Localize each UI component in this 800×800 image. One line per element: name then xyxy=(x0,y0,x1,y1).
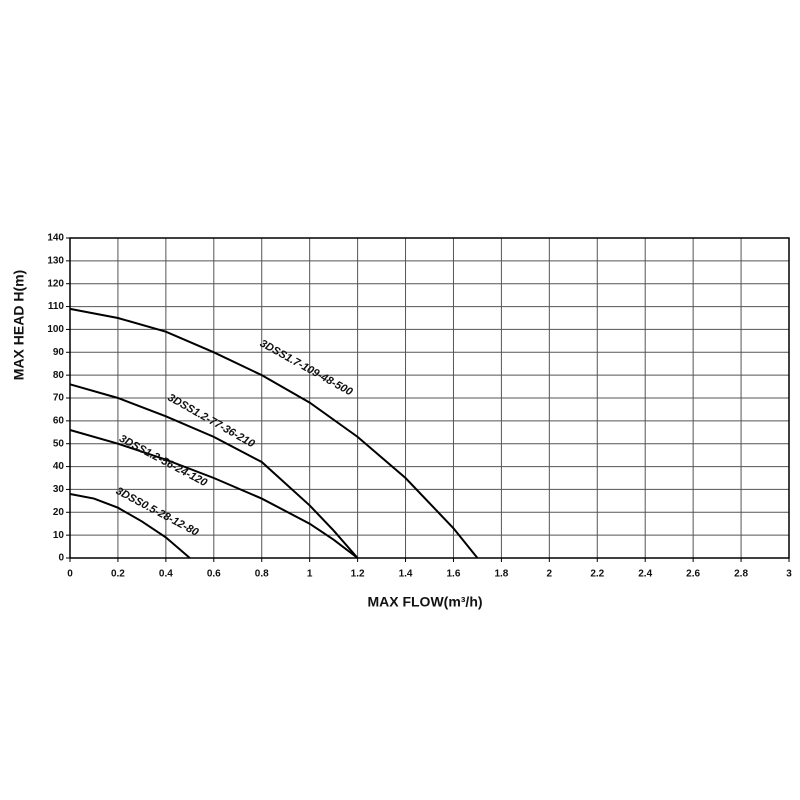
x-tick-label: 3 xyxy=(786,569,792,580)
y-tick-label: 20 xyxy=(53,507,65,518)
x-tick-label: 0.2 xyxy=(111,569,125,580)
x-tick-label: 2.8 xyxy=(734,569,748,580)
plot-frame xyxy=(69,237,790,559)
x-tick-label: 0.8 xyxy=(255,569,269,580)
y-tick-label: 140 xyxy=(47,233,64,244)
x-tick-label: 2.4 xyxy=(638,569,652,580)
pump-curve xyxy=(69,307,479,559)
x-tick-label: 1.6 xyxy=(447,569,461,580)
x-tick-label: 1.8 xyxy=(494,569,508,580)
x-tick-label: 0.6 xyxy=(207,569,221,580)
curve-label: 3DSS1.7-109-48-500 xyxy=(258,337,356,398)
y-axis-title: MAX HEAD H(m) xyxy=(11,270,27,380)
y-tick-label: 40 xyxy=(53,461,65,472)
x-tick-label: 1 xyxy=(307,569,313,580)
y-tick-label: 110 xyxy=(48,301,65,312)
y-tick-label: 100 xyxy=(47,324,64,335)
y-tick-label: 120 xyxy=(47,278,64,289)
x-axis-title: MAX FLOW(m³/h) xyxy=(367,594,482,610)
curve-label: 3DSS1.2-56-24-120 xyxy=(117,433,210,490)
y-tick-label: 130 xyxy=(47,255,64,266)
y-tick-label: 10 xyxy=(53,530,65,541)
y-tick-label: 60 xyxy=(53,415,65,426)
x-tick-label: 2.6 xyxy=(686,569,700,580)
y-tick-label: 0 xyxy=(58,553,64,564)
x-tick-label: 2.2 xyxy=(590,569,604,580)
y-tick-label: 70 xyxy=(53,393,65,404)
y-tick-label: 90 xyxy=(53,347,65,358)
x-tick-label: 1.4 xyxy=(399,569,413,580)
pump-curve xyxy=(69,493,191,559)
x-tick-label: 0.4 xyxy=(159,569,173,580)
y-tick-label: 80 xyxy=(53,370,65,381)
x-tick-label: 0 xyxy=(67,569,73,580)
x-tick-label: 2 xyxy=(547,569,553,580)
y-tick-label: 30 xyxy=(53,484,65,495)
pump-curve xyxy=(69,429,359,559)
x-tick-label: 1.2 xyxy=(351,569,365,580)
y-tick-label: 50 xyxy=(53,438,65,449)
pump-curve xyxy=(69,383,359,559)
